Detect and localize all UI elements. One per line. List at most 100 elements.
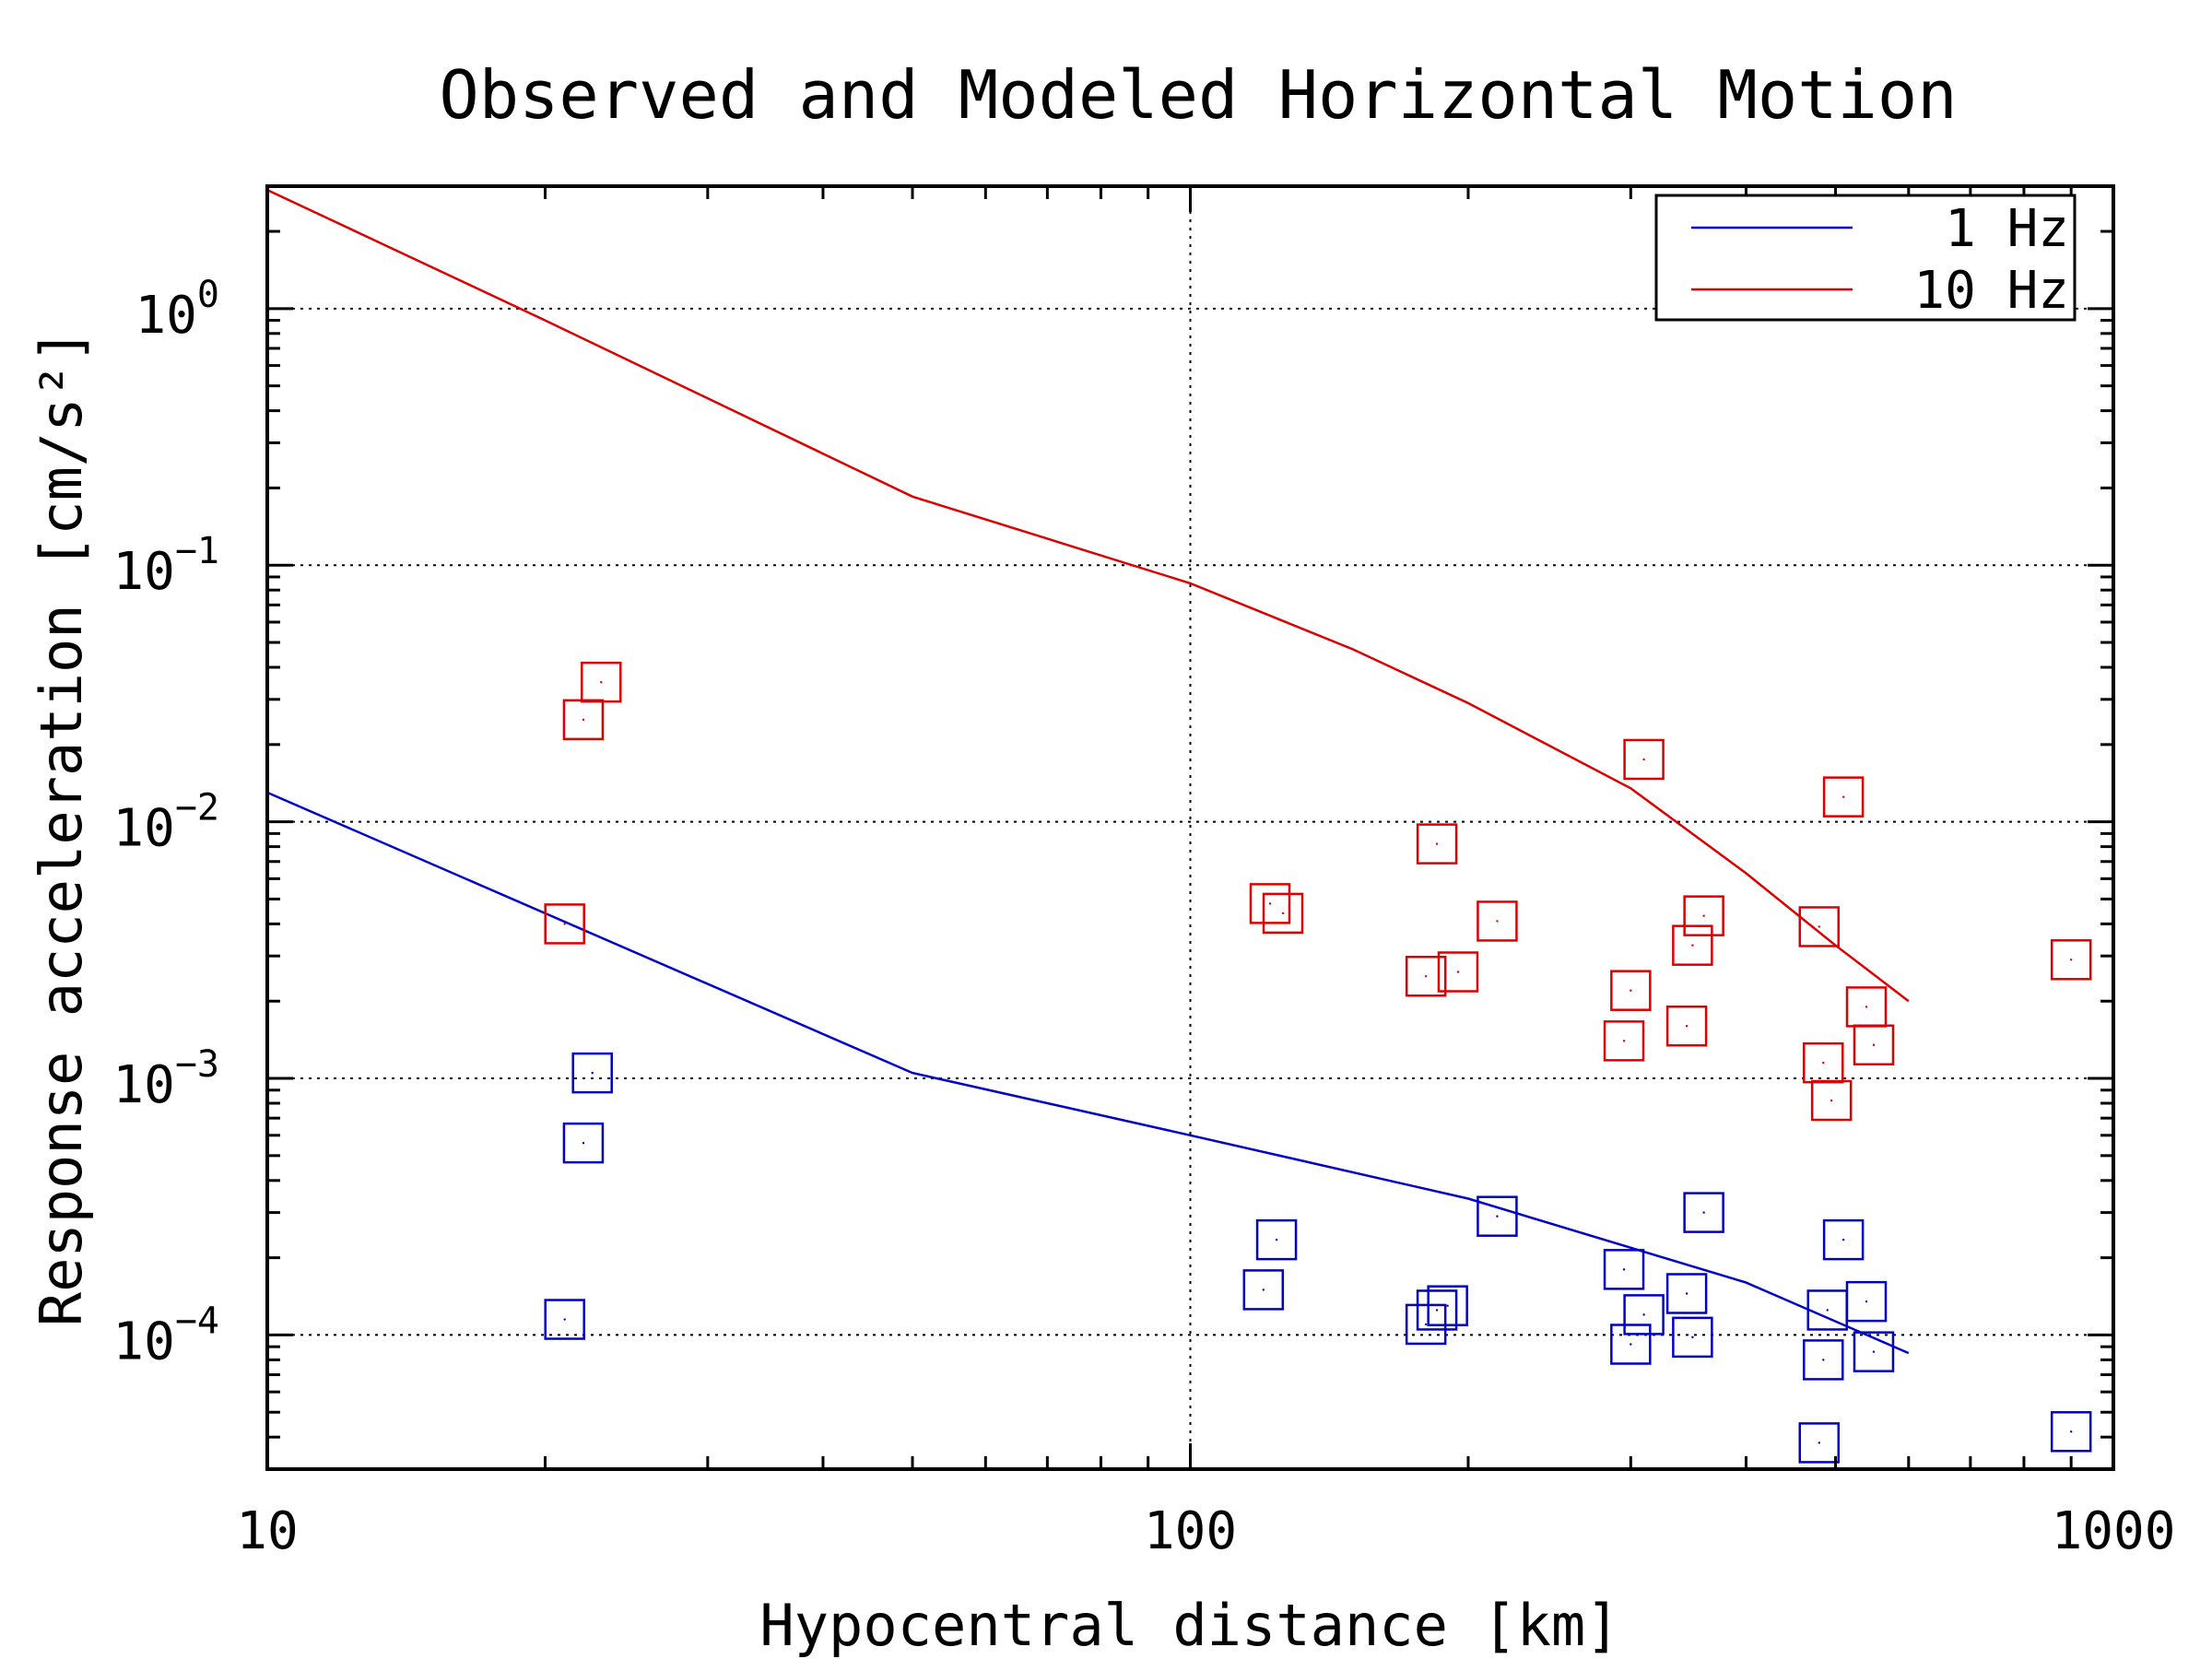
observed-point-center-10hz: [1281, 912, 1285, 915]
observed-point-center-10hz: [1496, 920, 1499, 923]
tick-label-layer: 10 100 1000 100 10−1 10−2 10−3 10−4: [112, 274, 2175, 1561]
legend-label-1hz: 1 Hz: [1945, 199, 2069, 259]
observed-point-center-10hz: [563, 923, 566, 925]
marker-layer: [544, 661, 2092, 1464]
observed-point-10hz: [1249, 883, 1291, 924]
observed-point-center-1hz: [1691, 1335, 1694, 1339]
legend-box: [1654, 194, 2077, 322]
observed-point-10hz: [1798, 906, 1841, 947]
tick-layer: [265, 184, 2115, 1471]
observed-point-10hz: [1822, 776, 1865, 818]
observed-point-center-10hz: [1830, 1099, 1833, 1102]
observed-point-center-1hz: [1496, 1215, 1499, 1218]
observed-point-center-1hz: [1841, 1238, 1845, 1241]
observed-point-1hz: [1845, 1280, 1888, 1323]
observed-point-1hz: [1665, 1273, 1708, 1314]
observed-point-10hz: [1683, 895, 1724, 936]
x-axis-label: Hypocentral distance [km]: [759, 1592, 1619, 1659]
observed-point-1hz: [1427, 1285, 1468, 1326]
observed-point-center-10hz: [582, 718, 585, 722]
observed-point-10hz: [562, 699, 605, 741]
observed-point-center-10hz: [1424, 975, 1428, 978]
observed-point-center-1hz: [563, 1318, 566, 1321]
observed-point-center-10hz: [1685, 1025, 1688, 1028]
observed-point-center-1hz: [1622, 1268, 1626, 1271]
observed-point-center-10hz: [1702, 914, 1705, 917]
y-tick-label: 10−4: [112, 1300, 219, 1371]
observed-point-center-10hz: [1841, 795, 1845, 798]
observed-point-1hz: [1683, 1192, 1724, 1233]
grid-layer: [267, 186, 2113, 1469]
observed-point-center-1hz: [1826, 1309, 1829, 1312]
observed-point-center-1hz: [582, 1141, 585, 1145]
observed-point-1hz: [1255, 1218, 1298, 1261]
observed-point-10hz: [1665, 1005, 1708, 1047]
legend-label-10hz: 10 Hz: [1913, 261, 2069, 321]
observed-point-10hz: [1477, 900, 1518, 942]
observed-point-center-10hz: [1872, 1043, 1876, 1046]
observed-point-10hz: [1610, 970, 1652, 1011]
observed-point-1hz: [1477, 1195, 1518, 1237]
observed-point-10hz: [544, 903, 585, 945]
observed-point-center-10hz: [1818, 925, 1820, 928]
observed-point-center-10hz: [600, 680, 603, 684]
observed-point-center-10hz: [1642, 758, 1645, 761]
observed-point-10hz: [1262, 892, 1304, 935]
observed-point-1hz: [1822, 1218, 1865, 1261]
observed-point-10hz: [2050, 939, 2092, 981]
observed-point-center-1hz: [1262, 1288, 1265, 1291]
curve-layer: [266, 188, 1910, 1355]
observed-point-1hz: [1603, 1249, 1645, 1290]
observed-point-center-1hz: [1275, 1238, 1278, 1241]
observed-point-1hz: [1803, 1339, 1844, 1381]
observed-point-center-1hz: [2069, 1430, 2073, 1433]
observed-point-center-1hz: [1424, 1323, 1428, 1326]
observed-point-1hz: [544, 1299, 585, 1340]
observed-point-center-1hz: [1435, 1309, 1439, 1312]
observed-point-center-1hz: [591, 1071, 594, 1075]
model-curve-10hz: [266, 188, 1910, 1003]
y-tick-label: 100: [135, 274, 219, 346]
observed-point-center-10hz: [1822, 1061, 1825, 1065]
observed-point-10hz: [1853, 1024, 1895, 1065]
observed-point-10hz: [1623, 738, 1665, 781]
observed-point-10hz: [1603, 1020, 1645, 1062]
observed-point-10hz: [1672, 924, 1713, 966]
model-curve-1hz: [266, 791, 1910, 1355]
observed-point-center-10hz: [1691, 944, 1694, 947]
observed-point-center-10hz: [1435, 842, 1439, 845]
observed-point-1hz: [1853, 1331, 1895, 1372]
observed-point-1hz: [1610, 1324, 1652, 1365]
observed-point-1hz: [1242, 1269, 1285, 1311]
x-tick-label: 10: [236, 1501, 298, 1561]
observed-point-center-1hz: [1818, 1441, 1820, 1444]
y-axis-label: Response acceleration [cm/s²]: [28, 329, 95, 1327]
observed-point-center-1hz: [1630, 1343, 1632, 1346]
observed-point-center-1hz: [1685, 1292, 1688, 1295]
observed-point-1hz: [1416, 1289, 1458, 1331]
observed-point-center-10hz: [1630, 989, 1632, 992]
observed-point-1hz: [571, 1052, 613, 1094]
observed-point-center-1hz: [1446, 1304, 1449, 1307]
observed-point-10hz: [1416, 823, 1458, 865]
observed-point-10hz: [1810, 1079, 1853, 1122]
y-tick-label: 10−2: [112, 787, 219, 859]
chart-title: Observed and Modeled Horizontal Motion: [439, 56, 1957, 134]
observed-point-center-10hz: [2069, 959, 2073, 961]
y-tick-label: 10−1: [112, 530, 219, 602]
observed-point-1hz: [562, 1122, 605, 1164]
observed-point-center-1hz: [1642, 1313, 1645, 1316]
observed-point-10hz: [1437, 951, 1479, 993]
observed-point-center-10hz: [1456, 971, 1460, 973]
observed-point-center-10hz: [1268, 902, 1272, 905]
observed-point-1hz: [2050, 1411, 2092, 1453]
observed-point-center-10hz: [1622, 1040, 1626, 1042]
legend: 1 Hz 10 Hz: [1654, 194, 2077, 322]
observed-point-center-10hz: [1865, 1006, 1868, 1008]
observed-point-center-1hz: [1822, 1359, 1825, 1361]
observed-point-1hz: [1672, 1316, 1713, 1359]
observed-point-10hz: [581, 661, 622, 703]
x-tick-label: 1000: [2052, 1501, 2176, 1561]
observed-point-10hz: [1405, 955, 1447, 997]
